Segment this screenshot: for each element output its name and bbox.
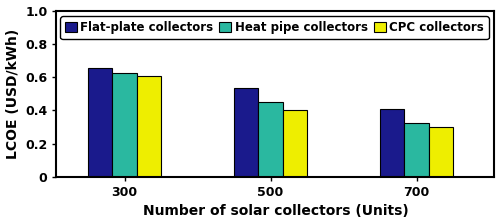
Bar <box>258 102 282 177</box>
X-axis label: Number of solar collectors (Units): Number of solar collectors (Units) <box>142 205 408 218</box>
Bar <box>404 123 428 177</box>
Legend: Flat-plate collectors, Heat pipe collectors, CPC collectors: Flat-plate collectors, Heat pipe collect… <box>60 16 488 39</box>
Bar <box>88 68 112 177</box>
Bar <box>282 110 307 177</box>
Bar <box>112 73 136 177</box>
Bar <box>136 76 161 177</box>
Y-axis label: LCOE (USD/kWh): LCOE (USD/kWh) <box>6 29 20 159</box>
Bar <box>380 109 404 177</box>
Bar <box>234 88 258 177</box>
Bar <box>428 127 453 177</box>
